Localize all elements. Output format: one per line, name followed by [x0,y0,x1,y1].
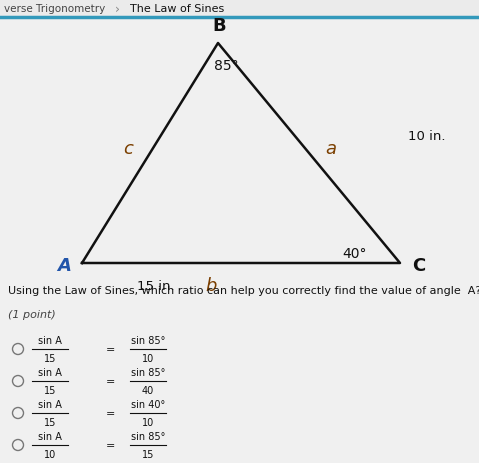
Text: sin 85°: sin 85° [131,367,165,377]
Text: Using the Law of Sines, which ratio can help you correctly find the value of ang: Using the Law of Sines, which ratio can … [8,285,479,295]
Text: sin A: sin A [38,431,62,441]
Text: C: C [412,257,426,275]
Text: 10: 10 [44,449,56,459]
Text: ›: › [115,2,120,15]
Text: c: c [123,140,133,158]
Text: 15: 15 [44,385,56,395]
Text: B: B [212,17,226,35]
Text: sin 85°: sin 85° [131,431,165,441]
Text: =: = [105,440,114,450]
Text: sin A: sin A [38,367,62,377]
Text: 10 in.: 10 in. [408,129,445,142]
Text: =: = [105,344,114,354]
Text: 15: 15 [44,353,56,363]
Text: b: b [205,276,217,294]
Text: =: = [105,376,114,386]
Text: 15: 15 [44,417,56,427]
Text: sin A: sin A [38,399,62,409]
Text: sin 85°: sin 85° [131,335,165,345]
Text: 40: 40 [142,385,154,395]
FancyBboxPatch shape [0,0,479,18]
Text: 10: 10 [142,353,154,363]
Text: verse Trigonometry: verse Trigonometry [4,4,105,14]
Text: =: = [105,408,114,418]
Text: The Law of Sines: The Law of Sines [130,4,224,14]
Text: 40°: 40° [343,246,367,260]
Text: (1 point): (1 point) [8,309,56,319]
Text: sin 40°: sin 40° [131,399,165,409]
Text: sin A: sin A [38,335,62,345]
Text: 15: 15 [142,449,154,459]
Text: A: A [57,257,71,275]
Text: a: a [326,140,337,158]
Text: 10: 10 [142,417,154,427]
Text: 15 in.: 15 in. [137,279,175,292]
Text: 85°: 85° [214,59,239,73]
